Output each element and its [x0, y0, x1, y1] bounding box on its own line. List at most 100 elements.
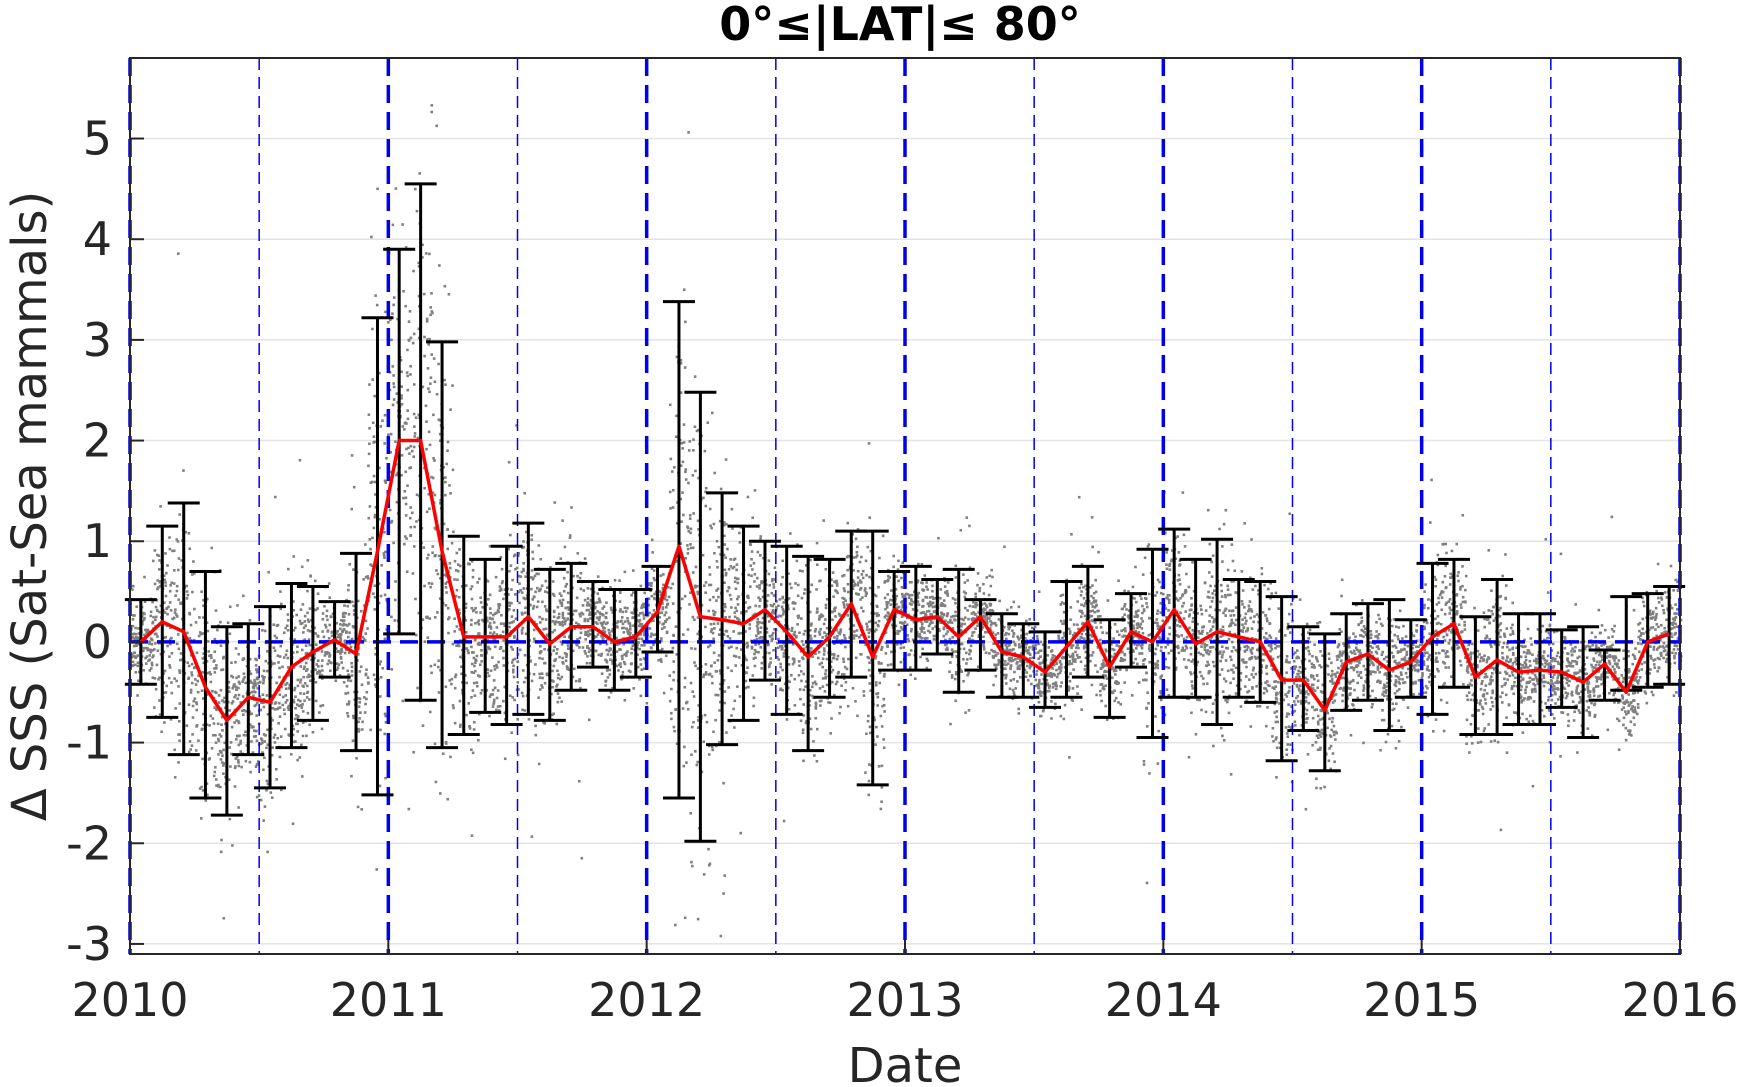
scatter-point — [234, 765, 237, 768]
scatter-point — [472, 651, 475, 654]
scatter-point — [953, 677, 957, 681]
scatter-point — [1016, 667, 1020, 671]
scatter-point — [971, 617, 975, 620]
scatter-point — [901, 606, 904, 609]
scatter-point — [560, 700, 563, 703]
scatter-point — [683, 745, 686, 749]
scatter-point — [540, 672, 544, 675]
scatter-point — [1072, 668, 1075, 671]
scatter-point — [486, 671, 489, 675]
scatter-point — [516, 681, 520, 684]
scatter-point — [340, 618, 343, 622]
scatter-point — [201, 671, 204, 674]
scatter-point — [924, 612, 927, 616]
scatter-point — [291, 822, 295, 826]
scatter-point — [885, 603, 889, 607]
scatter-point — [190, 662, 194, 666]
scatter-point — [221, 754, 224, 758]
scatter-point — [691, 474, 695, 477]
scatter-point — [900, 592, 904, 596]
scatter-point — [562, 620, 565, 624]
scatter-point — [882, 675, 886, 678]
scatter-point — [638, 612, 642, 615]
scatter-point — [424, 404, 428, 408]
scatter-point — [789, 532, 792, 535]
scatter-point — [510, 661, 514, 664]
scatter-point — [412, 750, 415, 754]
scatter-point — [747, 685, 750, 689]
scatter-point — [856, 583, 860, 587]
scatter-point — [427, 582, 431, 585]
scatter-point — [834, 589, 837, 592]
scatter-point — [642, 657, 646, 660]
scatter-point — [890, 650, 893, 654]
scatter-point — [996, 652, 1000, 655]
scatter-point — [378, 517, 381, 521]
scatter-point — [392, 374, 395, 377]
scatter-point — [917, 562, 920, 566]
scatter-point — [675, 559, 679, 563]
scatter-point — [719, 934, 723, 938]
scatter-point — [571, 613, 575, 616]
scatter-point — [537, 572, 540, 576]
scatter-point — [1026, 651, 1030, 655]
scatter-point — [670, 687, 673, 691]
scatter-point — [944, 638, 947, 642]
scatter-point — [579, 631, 583, 635]
scatter-point — [406, 348, 409, 352]
scatter-point — [836, 591, 839, 595]
scatter-point — [578, 636, 582, 640]
scatter-point — [390, 519, 394, 523]
scatter-point — [682, 441, 686, 444]
scatter-point — [222, 762, 226, 765]
scatter-point — [1074, 650, 1077, 654]
scatter-point — [464, 606, 468, 609]
scatter-point — [264, 659, 268, 663]
scatter-point — [273, 662, 276, 665]
scatter-point — [954, 671, 958, 674]
scatter-point — [283, 712, 286, 716]
scatter-point — [325, 651, 328, 654]
scatter-point — [1035, 635, 1039, 638]
scatter-point — [321, 612, 325, 615]
scatter-point — [493, 645, 497, 649]
scatter-point — [433, 493, 437, 497]
scatter-point — [137, 632, 141, 635]
scatter-point — [351, 739, 355, 743]
scatter-point — [921, 588, 924, 591]
scatter-point — [925, 585, 928, 589]
scatter-point — [661, 607, 665, 611]
scatter-point — [136, 664, 140, 668]
scatter-point — [492, 698, 496, 702]
scatter-point — [1041, 661, 1044, 664]
scatter-point — [797, 673, 801, 677]
scatter-point — [314, 699, 318, 703]
scatter-point — [221, 729, 224, 732]
scatter-point — [291, 651, 295, 654]
scatter-point — [1083, 602, 1087, 605]
scatter-point — [178, 739, 181, 743]
scatter-point — [894, 587, 898, 591]
scatter-point — [819, 627, 822, 631]
scatter-point — [1012, 640, 1015, 644]
scatter-point — [209, 653, 213, 657]
scatter-point — [219, 688, 223, 692]
scatter-point — [637, 614, 641, 617]
scatter-point — [1091, 605, 1095, 608]
scatter-point — [944, 619, 947, 623]
scatter-point — [665, 598, 669, 602]
scatter-point — [273, 708, 277, 711]
scatter-point — [864, 591, 868, 594]
scatter-point — [142, 646, 146, 650]
scatter-point — [738, 695, 742, 698]
scatter-point — [968, 648, 971, 652]
scatter-point — [235, 738, 238, 741]
scatter-point — [520, 691, 524, 695]
scatter-point — [991, 610, 995, 613]
scatter-point — [643, 633, 646, 637]
scatter-point — [916, 600, 920, 603]
scatter-point — [944, 648, 948, 651]
scatter-point — [761, 616, 765, 620]
scatter-point — [931, 605, 935, 609]
scatter-point — [447, 631, 450, 635]
